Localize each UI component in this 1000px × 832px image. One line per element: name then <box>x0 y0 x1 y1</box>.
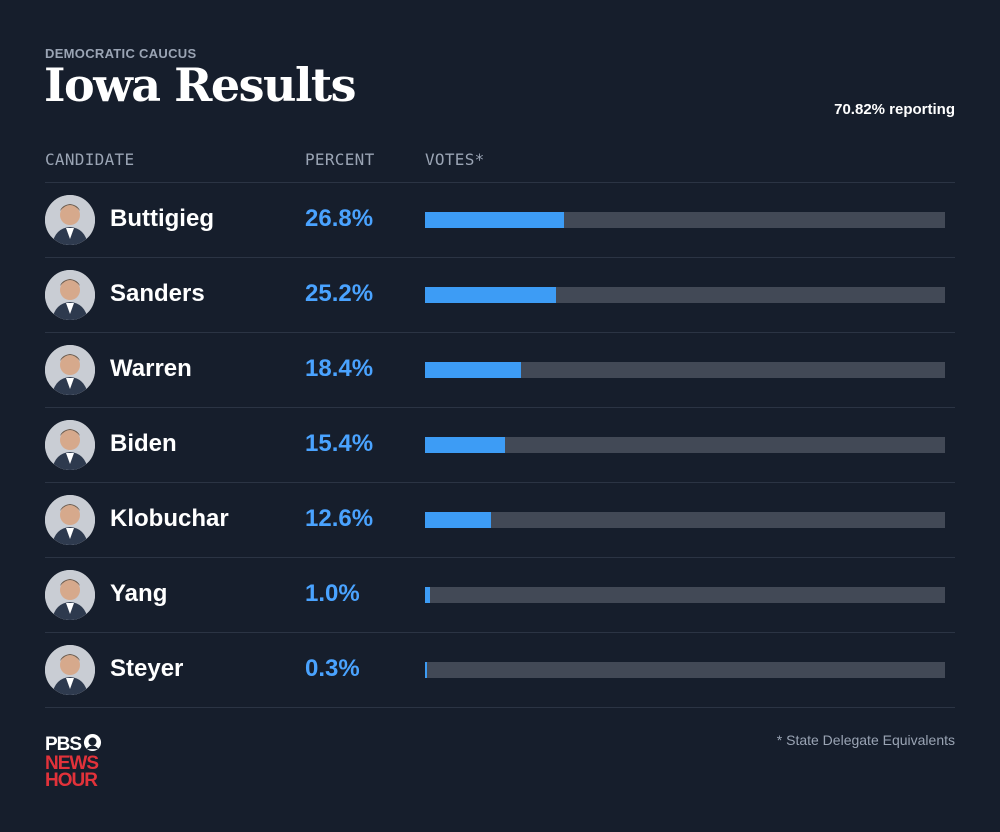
column-header-candidate: CANDIDATE <box>45 150 135 169</box>
candidate-portrait-icon <box>45 495 95 545</box>
logo-pbs: PBS <box>45 733 102 755</box>
candidate-percent: 26.8% <box>305 205 374 232</box>
vote-bar-track <box>425 362 945 378</box>
table-row: Yang 1.0% <box>45 558 955 633</box>
vote-bar <box>425 662 427 678</box>
candidate-portrait-icon <box>45 345 95 395</box>
candidate-name: Klobuchar <box>110 505 229 532</box>
candidate-percent: 1.0% <box>305 580 360 607</box>
vote-bar-track <box>425 512 945 528</box>
footnote: * State Delegate Equivalents <box>776 732 955 748</box>
reporting-status: 70.82% reporting <box>834 101 955 118</box>
candidate-percent: 25.2% <box>305 280 374 307</box>
table-row: Warren 18.4% <box>45 333 955 408</box>
vote-bar <box>425 437 506 453</box>
table-row: Buttigieg 26.8% <box>45 183 955 258</box>
vote-bar <box>425 287 557 303</box>
candidate-percent: 12.6% <box>305 505 374 532</box>
table-row: Klobuchar 12.6% <box>45 483 955 558</box>
candidate-name: Steyer <box>110 655 184 682</box>
candidate-name: Buttigieg <box>110 205 214 232</box>
results-table: Buttigieg 26.8% Sanders 25.2% Warren 18.… <box>45 182 955 708</box>
candidate-name: Warren <box>110 355 192 382</box>
vote-bar-track <box>425 437 945 453</box>
vote-bar <box>425 512 491 528</box>
vote-bar <box>425 587 431 603</box>
candidate-name: Biden <box>110 430 177 457</box>
page-title: Iowa Results <box>44 58 357 112</box>
vote-bar-track <box>425 212 945 228</box>
candidate-name: Yang <box>110 580 168 607</box>
logo-pbs-text: PBS <box>45 733 82 755</box>
candidate-percent: 15.4% <box>305 430 374 457</box>
vote-bar <box>425 212 565 228</box>
vote-bar-track <box>425 662 945 678</box>
vote-bar <box>425 362 521 378</box>
vote-bar-track <box>425 287 945 303</box>
logo-news: NEWS <box>45 753 99 774</box>
candidate-percent: 0.3% <box>305 655 360 682</box>
vote-bar-track <box>425 587 945 603</box>
column-header-votes: VOTES* <box>425 150 485 169</box>
table-row: Biden 15.4% <box>45 408 955 483</box>
table-row: Steyer 0.3% <box>45 633 955 708</box>
candidate-portrait-icon <box>45 420 95 470</box>
column-header-percent: PERCENT <box>305 150 375 169</box>
table-row: Sanders 25.2% <box>45 258 955 333</box>
caucus-label: DEMOCRATIC CAUCUS <box>45 46 197 61</box>
candidate-portrait-icon <box>45 195 95 245</box>
candidate-percent: 18.4% <box>305 355 374 382</box>
candidate-portrait-icon <box>45 645 95 695</box>
logo-hour: HOUR <box>45 770 98 791</box>
candidate-name: Sanders <box>110 280 205 307</box>
candidate-portrait-icon <box>45 270 95 320</box>
candidate-portrait-icon <box>45 570 95 620</box>
pbs-newshour-logo: PBS NEWS HOUR <box>45 733 102 791</box>
pbs-head-icon <box>83 733 102 755</box>
